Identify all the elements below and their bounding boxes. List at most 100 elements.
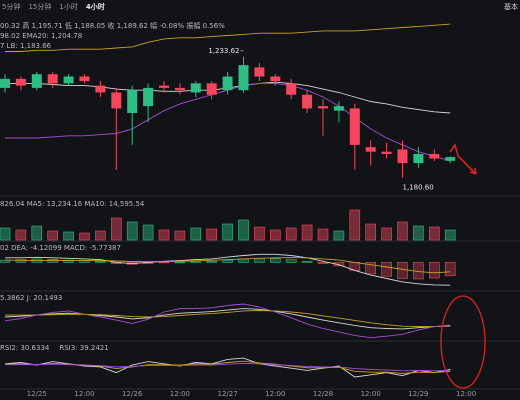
macd-bar	[444, 262, 456, 277]
x-tick-label: 12:00	[170, 390, 190, 398]
volume-bar	[269, 229, 281, 241]
candle-body	[365, 147, 376, 152]
macd-bar	[95, 260, 106, 263]
volume-bar	[254, 226, 265, 241]
low-label: 1,180.60	[403, 184, 434, 192]
candle-body	[143, 87, 154, 107]
candle-body	[0, 78, 10, 88]
candle-body	[63, 76, 74, 84]
volume-bar	[238, 219, 249, 241]
timeframe-tab[interactable]: 15分钟	[28, 2, 51, 11]
candle-body	[127, 90, 138, 113]
macd-bar	[381, 262, 392, 277]
legend-text: 5.3862 J: 20.1493	[0, 294, 62, 302]
candle-body	[222, 76, 233, 91]
candle-body	[95, 85, 106, 93]
timeframe-tab[interactable]: 5分钟	[2, 2, 20, 11]
legend-text: RSI2: 30.6334	[0, 344, 50, 352]
volume-bar	[126, 221, 138, 241]
indicator-line	[4, 303, 451, 339]
candle-body	[445, 157, 456, 161]
high-label: 1,233.62	[208, 47, 239, 55]
volume-bar	[428, 226, 440, 241]
x-tick-label: 12/29	[408, 390, 428, 398]
toolbar: 5分钟 15分钟 1小时 4小时	[2, 2, 105, 11]
candle-body	[429, 153, 440, 159]
legend-text: 00.32 高 1,195.71 低 1,188.05 收 1,189.62 幅…	[0, 21, 225, 30]
legend-text: 7 LB: 1,183.66	[0, 42, 52, 50]
volume-bar	[31, 225, 43, 241]
volume-bar	[365, 223, 377, 241]
volume-bar	[413, 225, 424, 241]
candle-body	[397, 149, 408, 164]
macd-bar	[269, 258, 281, 263]
macd-bar	[206, 260, 217, 263]
macd-bar	[174, 262, 186, 264]
volume-bar	[15, 229, 27, 241]
volume-bar	[301, 224, 313, 241]
x-tick-label: 12/26	[122, 390, 143, 398]
legend-text: 02 DEA: -4.12099 MACD: -5.77387	[0, 244, 121, 252]
candle-body	[413, 153, 424, 164]
candle-body	[349, 108, 360, 145]
volume-bar	[174, 230, 186, 241]
candle-body	[31, 74, 42, 88]
candle-body	[254, 67, 265, 77]
volume-bar	[333, 230, 345, 241]
candle-body	[190, 83, 201, 93]
plot-area: 1,233.62 1,180.60 12/25 12:00 12/26 12:00 12/2…	[0, 21, 476, 398]
macd-bar	[301, 260, 313, 263]
x-tick-label: 12:00	[361, 390, 381, 398]
indicator-line	[5, 310, 451, 328]
candle-body	[238, 65, 249, 91]
volume-bar	[222, 223, 233, 241]
timeframe-tab[interactable]: 1小时	[59, 2, 77, 11]
candle-body	[174, 87, 185, 91]
candle-body	[111, 92, 122, 109]
x-tick-label: 12:00	[456, 390, 476, 398]
volume-bar	[79, 232, 90, 241]
legend-text: 826.04 MA5: 13,234.16 MA10: 14,595.54	[0, 200, 145, 208]
volume-bar	[317, 228, 329, 241]
volume-bar	[285, 227, 297, 241]
macd-bar	[397, 262, 408, 279]
volume-bar	[95, 230, 106, 241]
candle-body	[47, 74, 58, 84]
candle-body	[159, 85, 169, 88]
macd-bar	[285, 259, 297, 263]
candle-body	[286, 83, 297, 95]
volume-bar	[206, 228, 217, 241]
candle-body	[15, 78, 26, 86]
timeframe-tab[interactable]: 4小时	[86, 2, 105, 11]
legend-text: 98.02 EMA20: 1,204.78	[0, 32, 82, 40]
candle-body	[381, 151, 392, 154]
x-tick-label: 12:00	[265, 390, 285, 398]
indicator-line	[5, 253, 451, 286]
volume-bar	[0, 227, 11, 241]
x-tick-label: 12/25	[27, 390, 47, 398]
volume-bar	[63, 231, 74, 241]
candle-body	[270, 76, 281, 82]
macd-bar	[222, 259, 233, 263]
toolbar-right[interactable]: 基本	[504, 2, 518, 11]
x-tick-label: 12:00	[74, 390, 94, 398]
candle-body	[333, 106, 344, 111]
macd-bar	[63, 259, 74, 263]
legend-text: RSI3: 39.2421	[59, 344, 108, 352]
hand-drawn-circle	[440, 295, 486, 389]
indicator-line	[4, 257, 451, 274]
macd-bar	[333, 262, 345, 267]
volume-bar	[47, 230, 59, 241]
volume-bar	[444, 229, 456, 241]
volume-bar	[142, 224, 154, 241]
candle-body	[79, 76, 90, 82]
indicator-line	[5, 23, 451, 52]
candle-body	[318, 106, 328, 109]
macd-bar	[15, 259, 27, 263]
volume-bar	[111, 217, 122, 241]
volume-bar	[158, 229, 170, 241]
volume-bar	[190, 227, 202, 241]
candle-body	[206, 83, 217, 95]
macd-bar	[190, 261, 202, 263]
